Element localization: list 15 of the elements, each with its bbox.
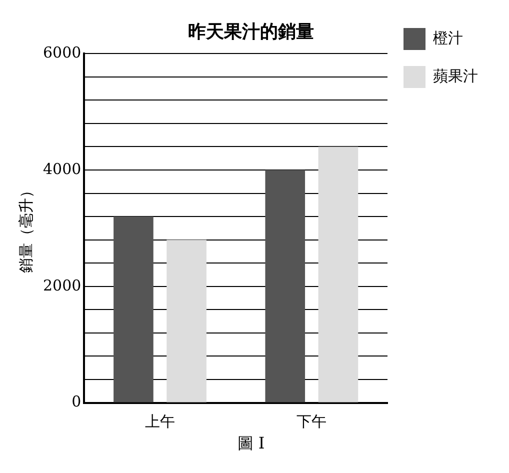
x-tick-label: 下午 bbox=[296, 412, 327, 431]
y-tick-label: 0 bbox=[72, 392, 82, 411]
bar bbox=[318, 146, 358, 402]
chart-title: 昨天果汁的銷量 bbox=[188, 21, 314, 42]
x-tick-label: 上午 bbox=[145, 412, 176, 431]
y-tick-label: 4000 bbox=[42, 160, 82, 178]
text: 圖 I bbox=[237, 434, 265, 453]
y-tick-label: 6000 bbox=[42, 43, 82, 62]
y-tick-label: 2000 bbox=[42, 276, 82, 294]
bar bbox=[114, 216, 154, 402]
legend-label: 橙汁 bbox=[433, 28, 463, 47]
y-axis-title: 銷量（毫升） bbox=[16, 183, 35, 274]
bar bbox=[265, 170, 306, 402]
legend-label: 蘋果汁 bbox=[433, 66, 478, 85]
bar bbox=[166, 240, 206, 402]
